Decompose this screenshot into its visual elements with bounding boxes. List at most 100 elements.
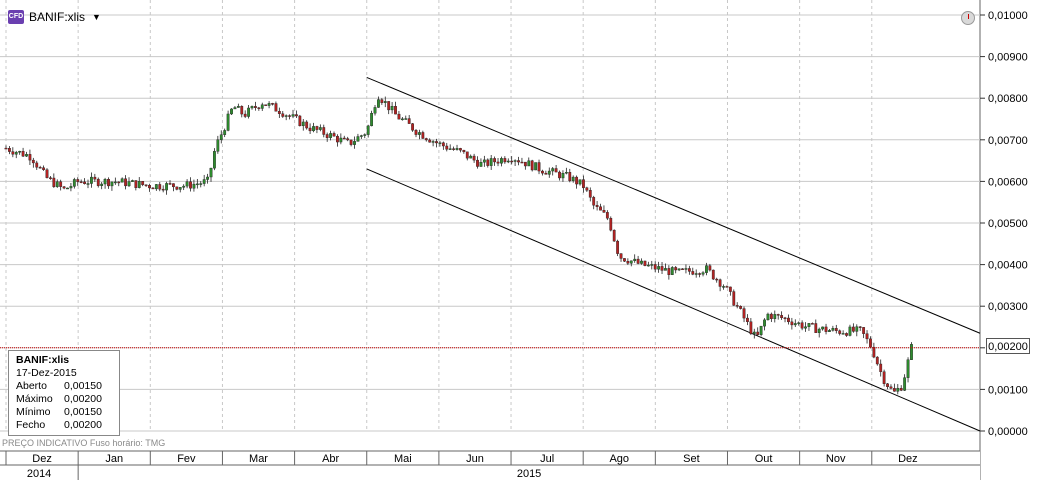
caret-down-icon[interactable]: ▼ <box>92 12 101 22</box>
candle-body <box>264 104 268 106</box>
candle-body <box>633 258 637 262</box>
info-row-open: Aberto 0,00150 <box>16 380 112 393</box>
candle-body <box>428 139 432 143</box>
candle-body <box>834 328 838 331</box>
candle-body <box>254 106 257 108</box>
candle-body <box>800 322 804 329</box>
candle-body <box>52 177 56 187</box>
candle-body <box>575 176 579 185</box>
candle-body <box>599 206 602 211</box>
month-label: Nov <box>826 453 846 465</box>
candle-body <box>653 264 657 270</box>
y-tick-label: 0,00300 <box>988 301 1028 313</box>
candle-body <box>735 305 739 307</box>
candle-body <box>424 138 428 141</box>
candle-body <box>482 159 486 163</box>
candle-body <box>848 326 852 336</box>
candle-body <box>62 186 66 189</box>
candle-body <box>752 331 756 334</box>
candle-body <box>619 253 623 259</box>
candle-body <box>14 152 18 155</box>
candle-body <box>107 179 110 187</box>
year-label: 2015 <box>517 468 541 480</box>
month-label: Out <box>755 453 773 465</box>
candle-body <box>821 326 825 330</box>
candle-body <box>332 133 336 137</box>
info-box-date: 17-Dez-2015 <box>16 367 77 379</box>
candle-body <box>910 344 913 360</box>
candle-body <box>691 271 695 275</box>
candle-body <box>76 179 80 182</box>
candle-body <box>45 169 49 178</box>
candle-body <box>418 132 421 135</box>
candle-body <box>172 183 175 188</box>
info-box-title: BANIF:xlis <box>16 354 70 366</box>
candle-body <box>609 217 613 231</box>
info-value: 0,00200 <box>64 393 102 405</box>
candle-body <box>318 127 322 130</box>
info-row-high: Máximo 0,00200 <box>16 393 112 406</box>
candle-body <box>243 113 247 117</box>
candle-body <box>441 142 445 147</box>
candle-body <box>226 113 230 131</box>
candle-body <box>872 346 876 358</box>
candle-body <box>59 181 63 187</box>
candle-body <box>336 135 339 143</box>
candle-body <box>329 133 332 138</box>
candle-body <box>506 160 510 163</box>
info-row-close: Fecho 0,00200 <box>16 419 112 432</box>
candle-body <box>158 184 162 190</box>
candle-body <box>11 151 15 155</box>
candle-body <box>534 162 538 171</box>
candle-series <box>4 96 913 395</box>
candle-body <box>90 176 93 184</box>
candle-body <box>858 326 862 328</box>
candle-body <box>185 181 189 187</box>
candle-body <box>756 331 760 335</box>
candle-body <box>698 273 702 275</box>
trend-channel <box>366 76 981 432</box>
candle-body <box>462 149 466 153</box>
candle-body <box>612 229 616 242</box>
candle-body <box>595 204 599 207</box>
candle-body <box>79 181 83 183</box>
candle-body <box>674 267 678 271</box>
candle-body <box>906 359 910 378</box>
candle-body <box>889 386 893 389</box>
candle-body <box>520 161 524 164</box>
candle-body <box>168 183 172 185</box>
candle-body <box>414 130 418 135</box>
candle-body <box>718 279 722 287</box>
candle-body <box>790 321 794 326</box>
candle-body <box>117 181 121 184</box>
channel-line <box>366 76 981 334</box>
candle-body <box>493 158 497 163</box>
candle-body <box>21 150 25 157</box>
ohlc-info-box: BANIF:xlis 17-Dez-2015 Aberto 0,00150 Má… <box>8 350 120 436</box>
clock-icon[interactable] <box>961 11 975 25</box>
candle-body <box>233 107 237 110</box>
candle-body <box>722 286 725 288</box>
candle-body <box>38 167 42 169</box>
candle-body <box>527 160 531 167</box>
candle-body <box>120 178 124 183</box>
candle-body <box>544 172 548 175</box>
candle-body <box>438 142 442 144</box>
candle-body <box>178 187 182 190</box>
candle-body <box>274 103 278 112</box>
symbol-selector[interactable]: CFD BANIF:xlis ▼ <box>8 8 101 26</box>
candle-body <box>192 183 196 189</box>
candle-body <box>96 178 100 186</box>
candle-body <box>793 323 797 326</box>
candle-body <box>561 172 565 179</box>
candle-body <box>469 155 473 159</box>
candle-body <box>763 319 766 327</box>
candle-body <box>496 161 500 164</box>
candle-body <box>841 333 845 335</box>
candle-body <box>349 139 353 145</box>
candle-body <box>356 136 360 142</box>
candle-body <box>250 106 254 109</box>
candle-body <box>749 321 753 334</box>
candle-body <box>879 363 883 372</box>
